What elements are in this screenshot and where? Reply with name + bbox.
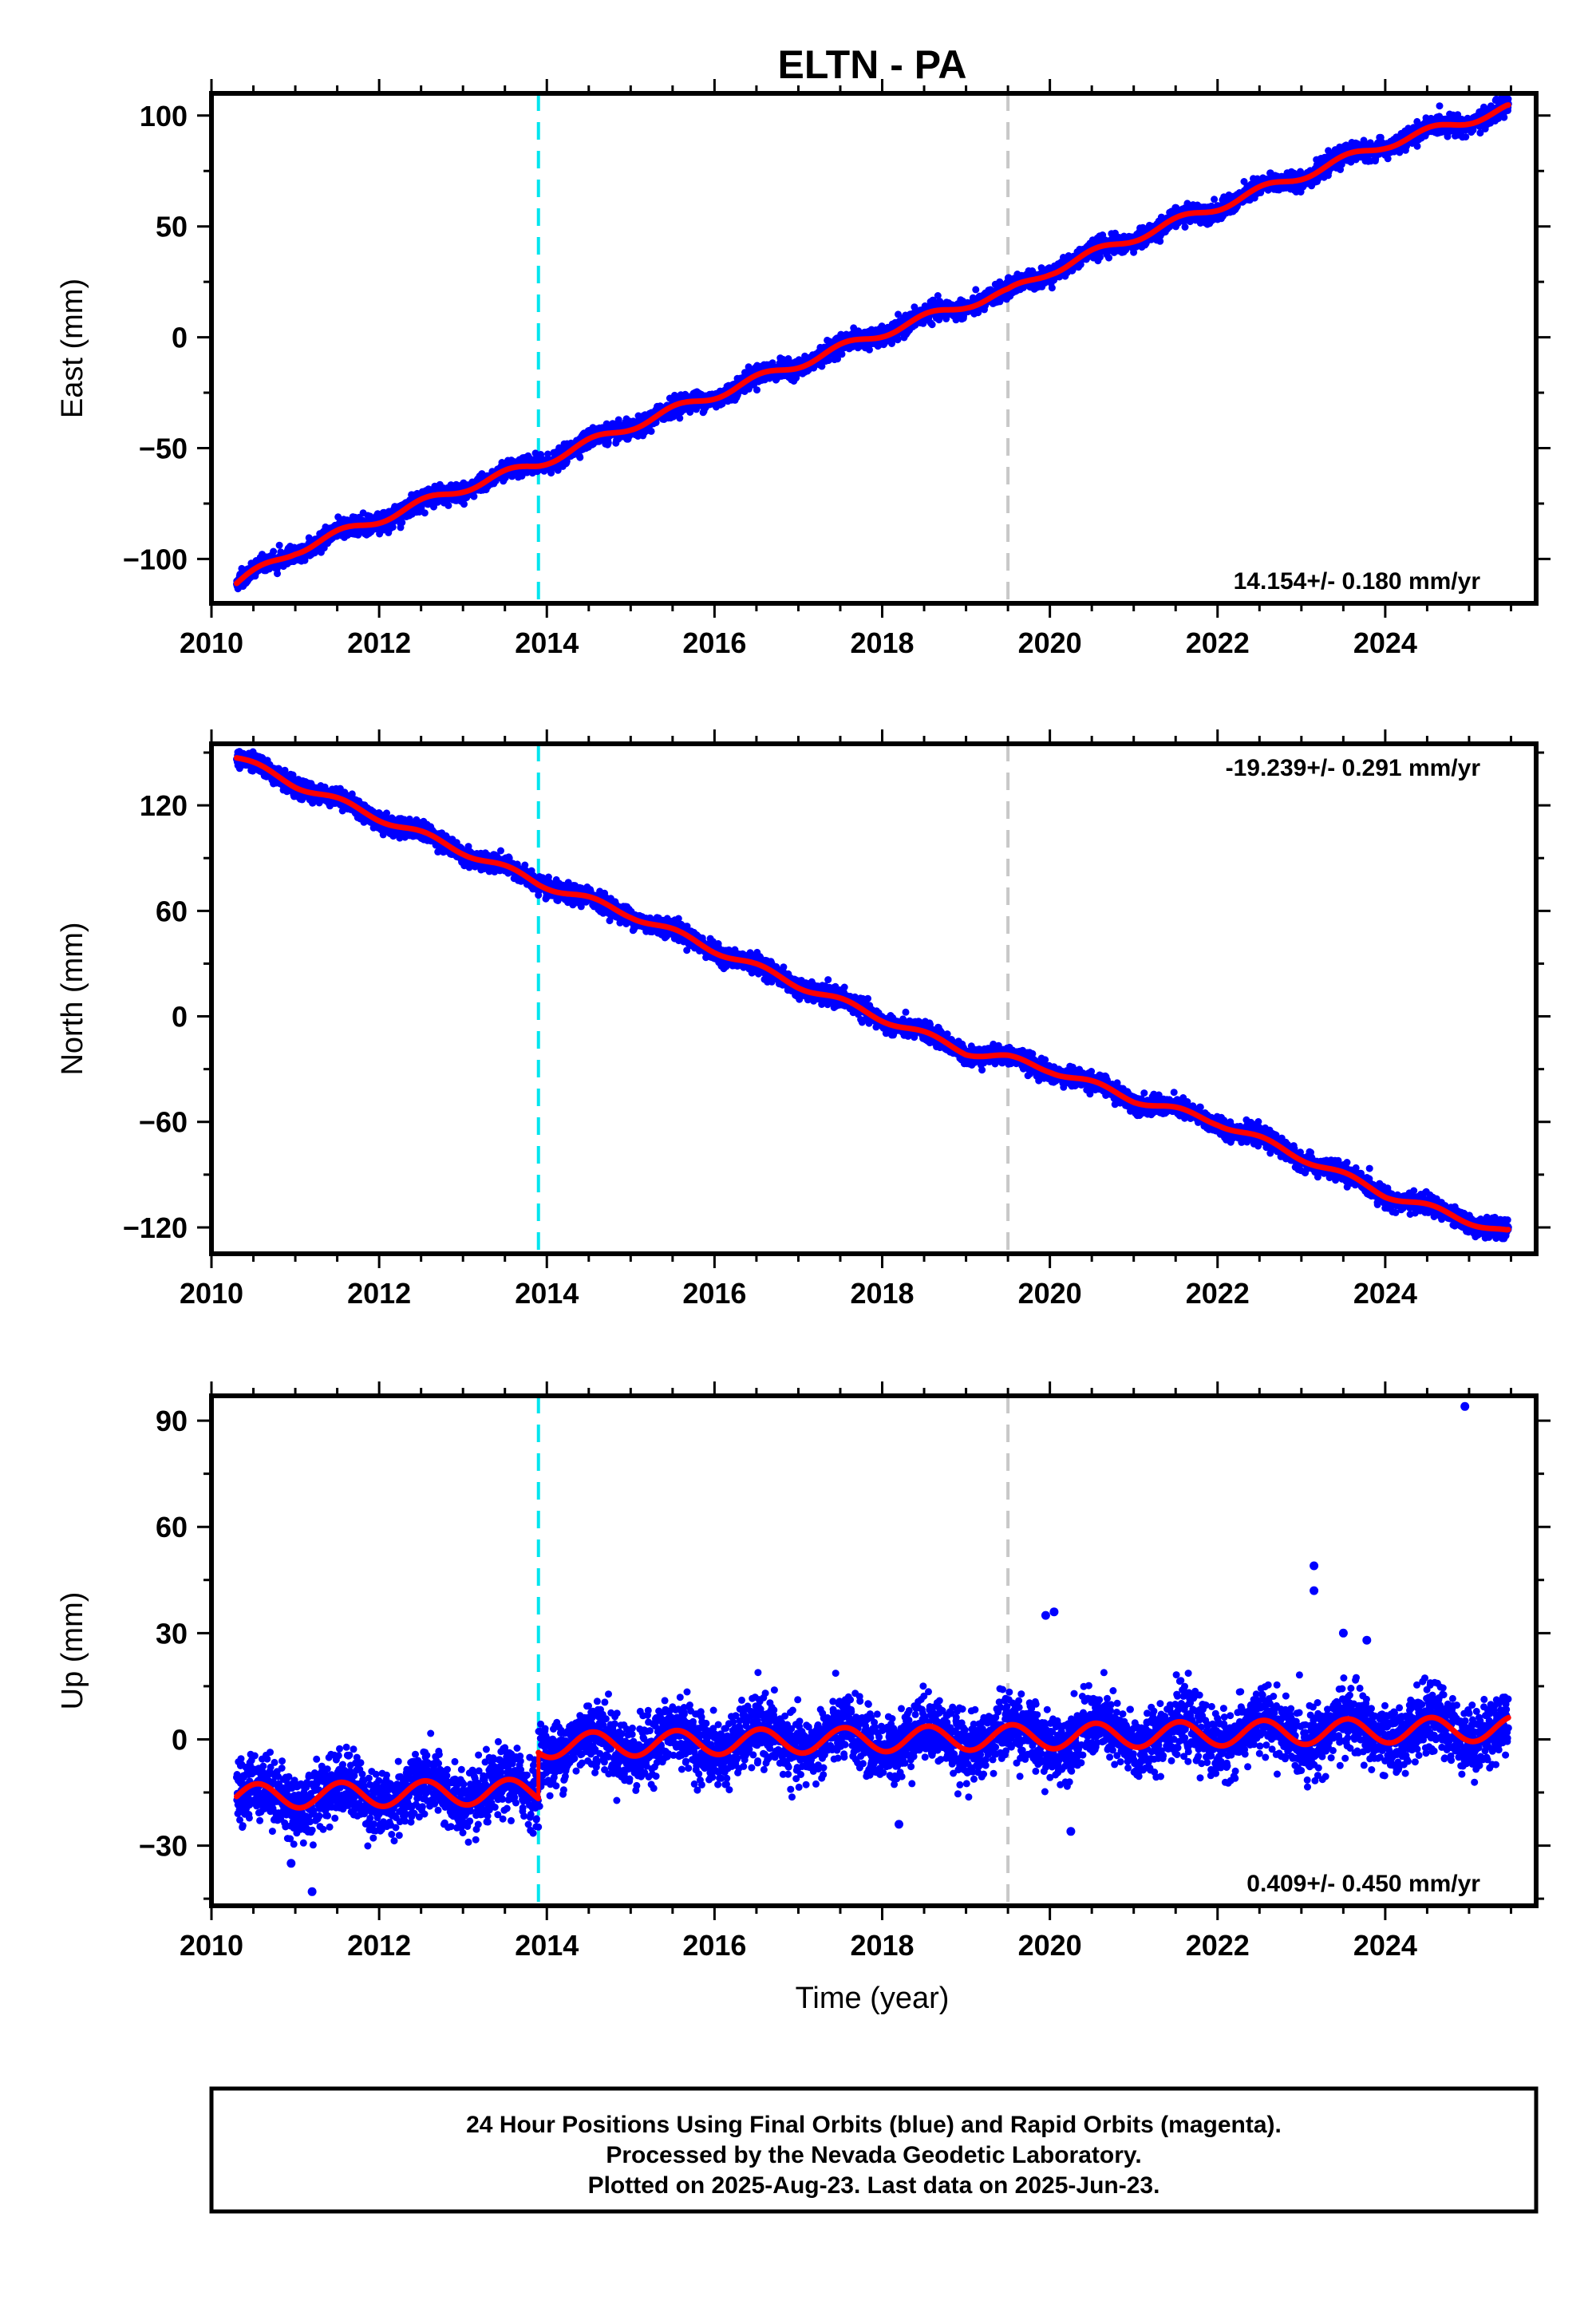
data-point [470, 492, 478, 500]
data-point [576, 453, 584, 461]
data-point [604, 439, 612, 447]
data-point [753, 386, 760, 394]
data-point [1211, 196, 1219, 204]
data-point [928, 321, 936, 329]
data-point [1105, 254, 1112, 262]
data-point [398, 519, 406, 527]
data-point [275, 541, 283, 549]
data-point [972, 286, 980, 294]
east-panel: 2010 2012 2014 2016 2018 2020 2022 2024−100−500… [56, 79, 1551, 659]
data-point [647, 427, 655, 435]
data-point [460, 500, 468, 508]
data-point [421, 509, 429, 517]
data-point [1181, 223, 1189, 231]
data-point [389, 523, 397, 531]
data-point [270, 547, 278, 555]
data-point [866, 346, 873, 354]
data-point [1048, 284, 1056, 292]
data-point [676, 414, 684, 422]
data-point [838, 350, 846, 358]
data-point [444, 501, 452, 509]
chart-title: ELTN - PA [777, 42, 966, 87]
data-point [274, 570, 281, 578]
data-point [894, 335, 902, 343]
